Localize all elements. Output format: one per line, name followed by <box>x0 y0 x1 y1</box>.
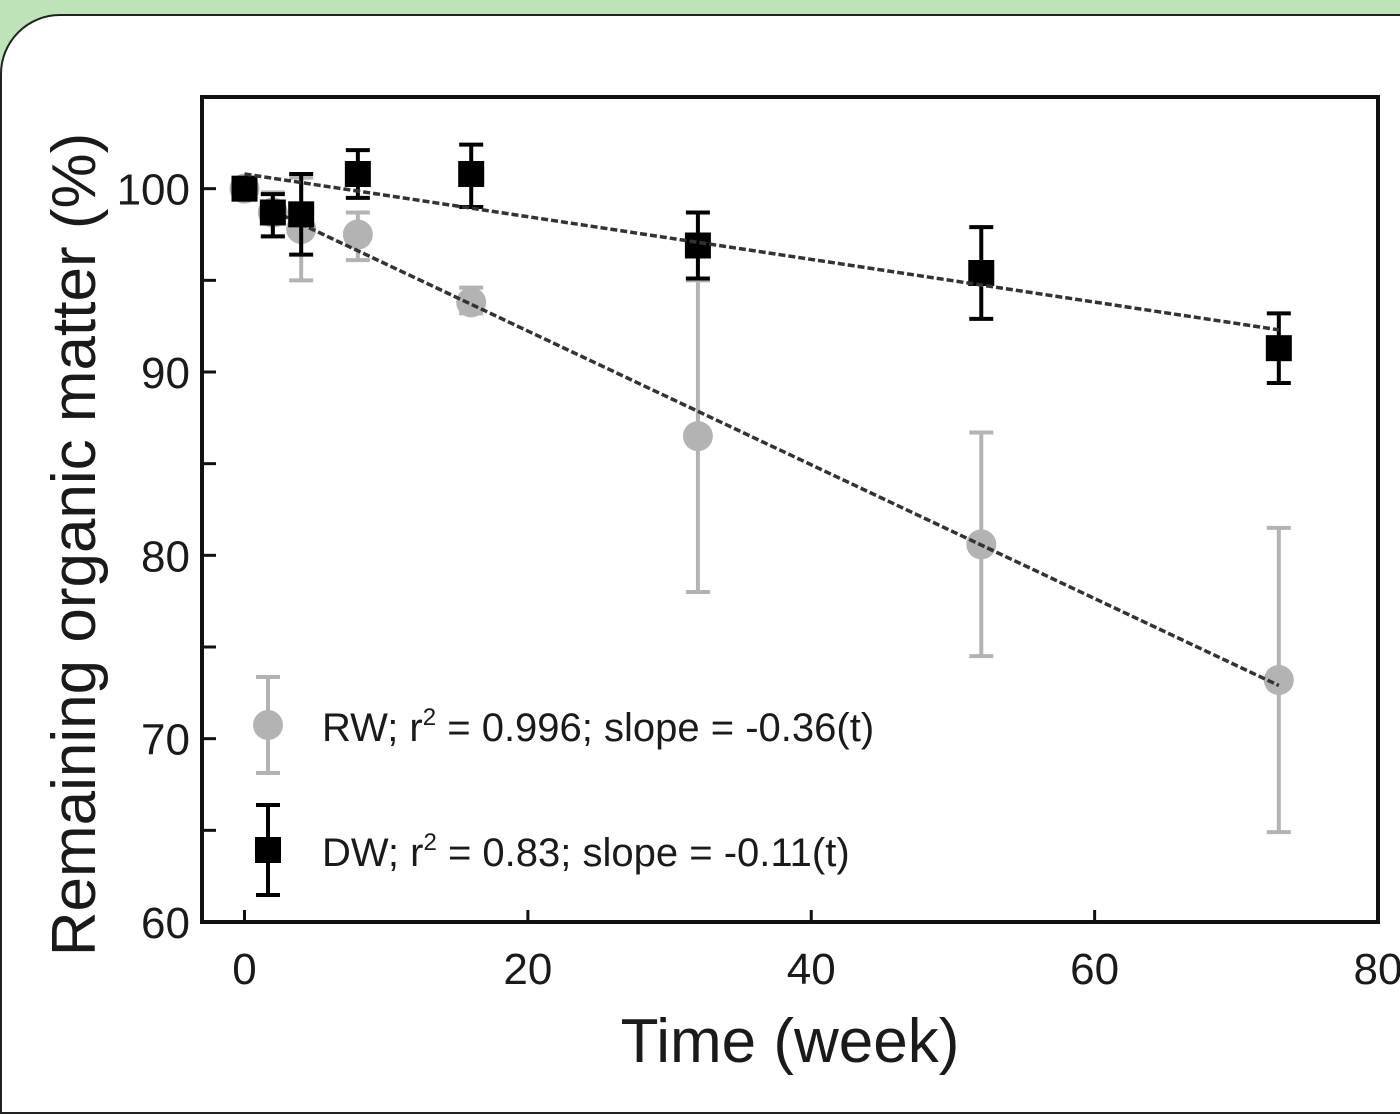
dw-point <box>458 161 485 187</box>
legend-rw-marker <box>253 710 283 740</box>
x-axis-label: Time (week) <box>621 1007 960 1076</box>
rw-fit-line <box>272 209 1280 688</box>
decomposition-chart: 0 20 40 60 80 60 70 80 90 100 Time (week) Remaining… <box>40 95 1400 1076</box>
dw-point <box>344 161 371 187</box>
y-tick-label: 60 <box>141 899 190 948</box>
dw-point <box>684 232 711 259</box>
dw-point <box>231 175 258 202</box>
rw-point <box>1263 665 1294 695</box>
dw-point <box>259 199 286 226</box>
x-tick-label: 20 <box>503 945 552 994</box>
y-tick-label: 90 <box>141 349 190 398</box>
dw-point <box>288 201 315 228</box>
dw-point <box>1265 335 1292 362</box>
dw-point <box>968 260 995 286</box>
x-tick-label: 80 <box>1354 945 1400 994</box>
dw-fit-line <box>244 172 1280 332</box>
rw-point <box>342 219 373 250</box>
x-tick-label: 0 <box>232 945 256 994</box>
legend-dw-marker <box>255 837 281 863</box>
rw-point <box>456 287 487 318</box>
x-tick-label: 40 <box>787 945 836 994</box>
y-axis-label: Remaining organic matter (%) <box>40 133 109 957</box>
legend-dw-label: DW; r2 = 0.83; slope = -0.11(t) <box>322 829 850 875</box>
y-tick-label: 70 <box>141 716 190 765</box>
legend-rw-label: RW; r2 = 0.996; slope = -0.36(t) <box>322 704 874 750</box>
plot-frame <box>200 95 1380 924</box>
y-tick-label: 100 <box>117 166 190 215</box>
y-tick-label: 80 <box>141 532 190 581</box>
rw-point <box>682 421 713 452</box>
x-tick-label: 60 <box>1070 945 1119 994</box>
